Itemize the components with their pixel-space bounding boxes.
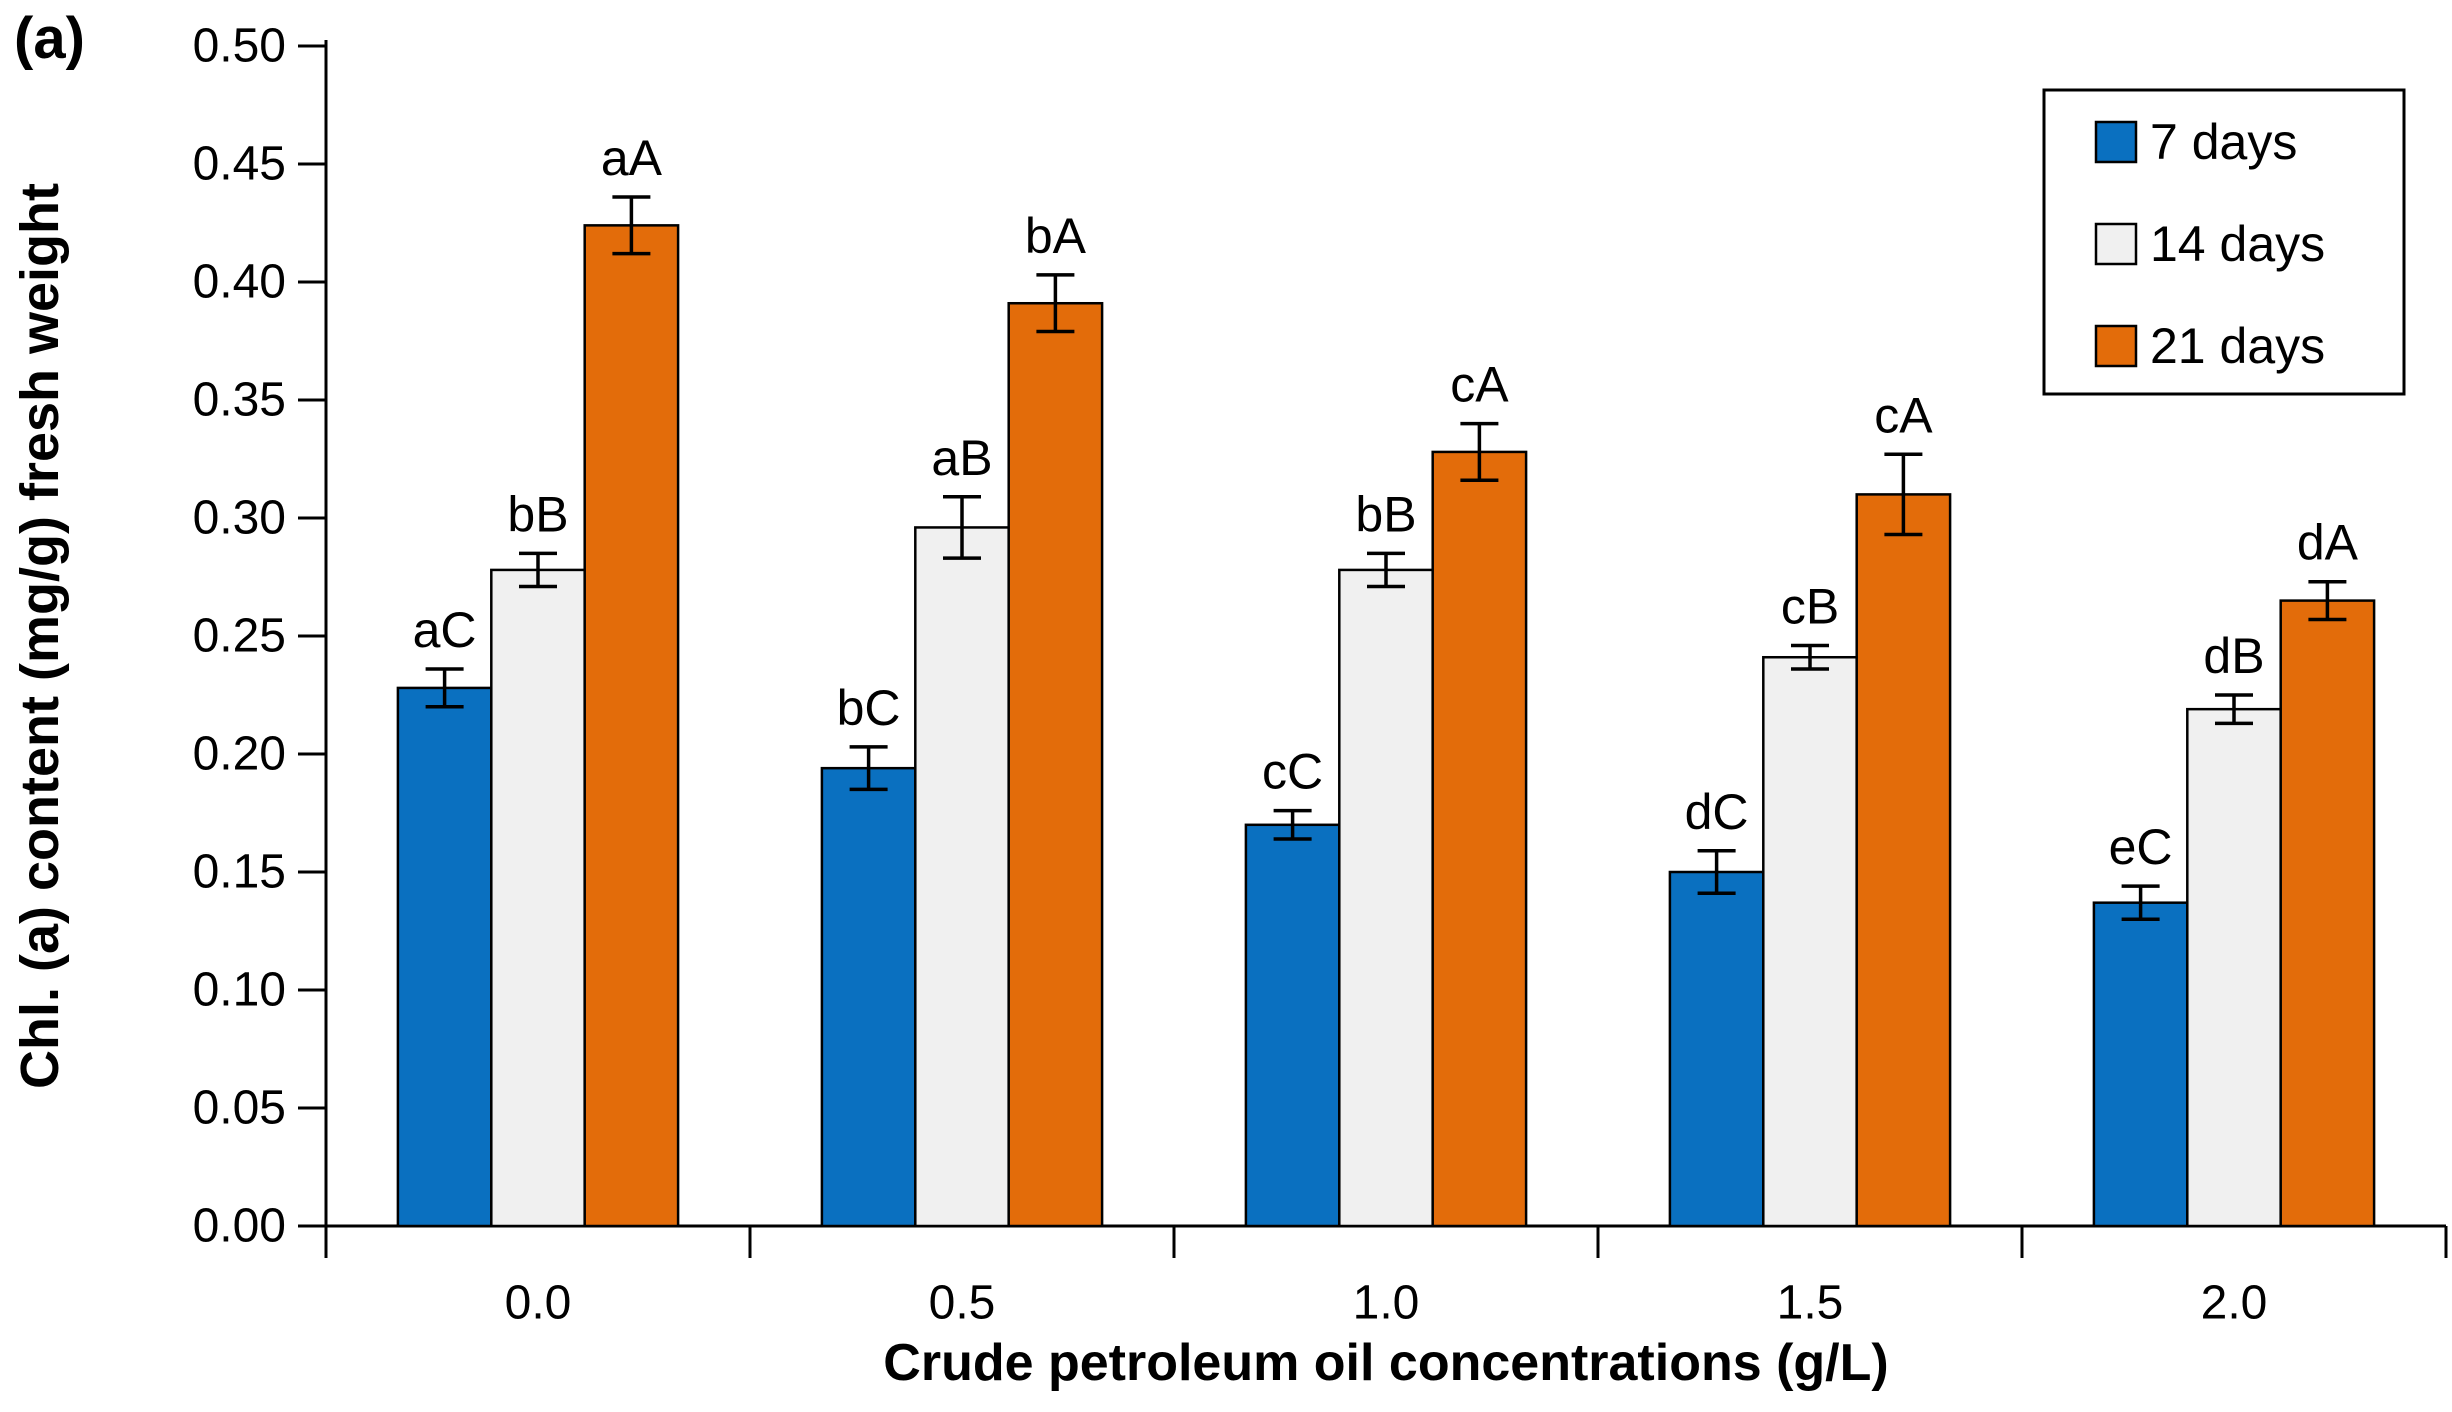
significance-label: bB (1355, 486, 1416, 542)
y-tick-label: 0.15 (193, 846, 286, 899)
significance-label: dB (2203, 628, 2264, 684)
significance-labels-layer: aC bC cC dC eC bB aB bB cB dB aA bA cA cA dA (413, 130, 2359, 875)
significance-label: cA (1874, 387, 1933, 443)
y-tick-label: 0.25 (193, 610, 286, 663)
bar (1244, 823, 1341, 1228)
y-tick-label: 0.10 (193, 964, 286, 1017)
figure-panel-label: (a) (14, 6, 85, 71)
x-tick-label: 1.0 (1353, 1277, 1420, 1330)
significance-label: aC (413, 602, 477, 658)
y-tick-label: 0.20 (193, 728, 286, 781)
legend-label: 7 days (2150, 114, 2297, 170)
bar (1338, 568, 1434, 1228)
y-tick-label: 0.50 (193, 20, 286, 73)
bar (2279, 599, 2376, 1228)
y-tick-label: 0.35 (193, 374, 286, 427)
bar (820, 766, 917, 1228)
error-bars-layer (425, 195, 2347, 921)
legend-label: 21 days (2150, 318, 2325, 374)
legend-swatch (2094, 120, 2138, 164)
significance-label: aA (601, 130, 663, 186)
significance-label: bC (837, 680, 901, 736)
legend-label: 14 days (2150, 216, 2325, 272)
bar (583, 224, 680, 1228)
y-axis-title: Chl. (a) content (mg/g) fresh weight (10, 183, 70, 1089)
x-tick-label: 0.0 (505, 1277, 572, 1330)
y-tick-label: 0.45 (193, 138, 286, 191)
bar (2186, 707, 2282, 1228)
bar (1431, 450, 1528, 1228)
bar (1668, 870, 1765, 1228)
significance-label: dA (2297, 515, 2359, 571)
bar (490, 568, 586, 1228)
bar (1855, 493, 1952, 1228)
significance-label: dC (1685, 784, 1749, 840)
bar (1762, 655, 1858, 1228)
significance-label: bB (507, 486, 568, 542)
significance-label: aB (931, 430, 992, 486)
legend-swatch (2094, 222, 2138, 266)
bar (396, 686, 493, 1228)
y-tick-label: 0.05 (193, 1082, 286, 1135)
bar (2092, 901, 2189, 1228)
bar (914, 526, 1010, 1228)
y-tick-label: 0.30 (193, 492, 286, 545)
significance-label: cB (1781, 578, 1839, 634)
y-axis-ticks: 0.00 0.05 0.10 0.15 0.20 0.25 0.30 0.35 0.40 0.45… (193, 20, 326, 1253)
x-axis-title: Crude petroleum oil concentrations (g/L) (883, 1334, 1888, 1392)
bar (1007, 301, 1104, 1228)
legend: 7 days 14 days 21 days (2042, 88, 2406, 396)
x-axis-ticks: 0.0 0.5 1.0 1.5 2.0 (324, 1226, 2448, 1330)
legend-swatch (2094, 324, 2138, 368)
significance-label: cA (1450, 357, 1509, 413)
x-tick-label: 2.0 (2201, 1277, 2268, 1330)
x-tick-label: 1.5 (1777, 1277, 1844, 1330)
y-tick-label: 0.00 (193, 1200, 286, 1253)
significance-label: eC (2109, 819, 2173, 875)
x-tick-label: 0.5 (929, 1277, 996, 1330)
y-tick-label: 0.40 (193, 256, 286, 309)
significance-label: bA (1025, 208, 1087, 264)
significance-label: cC (1262, 744, 1323, 800)
